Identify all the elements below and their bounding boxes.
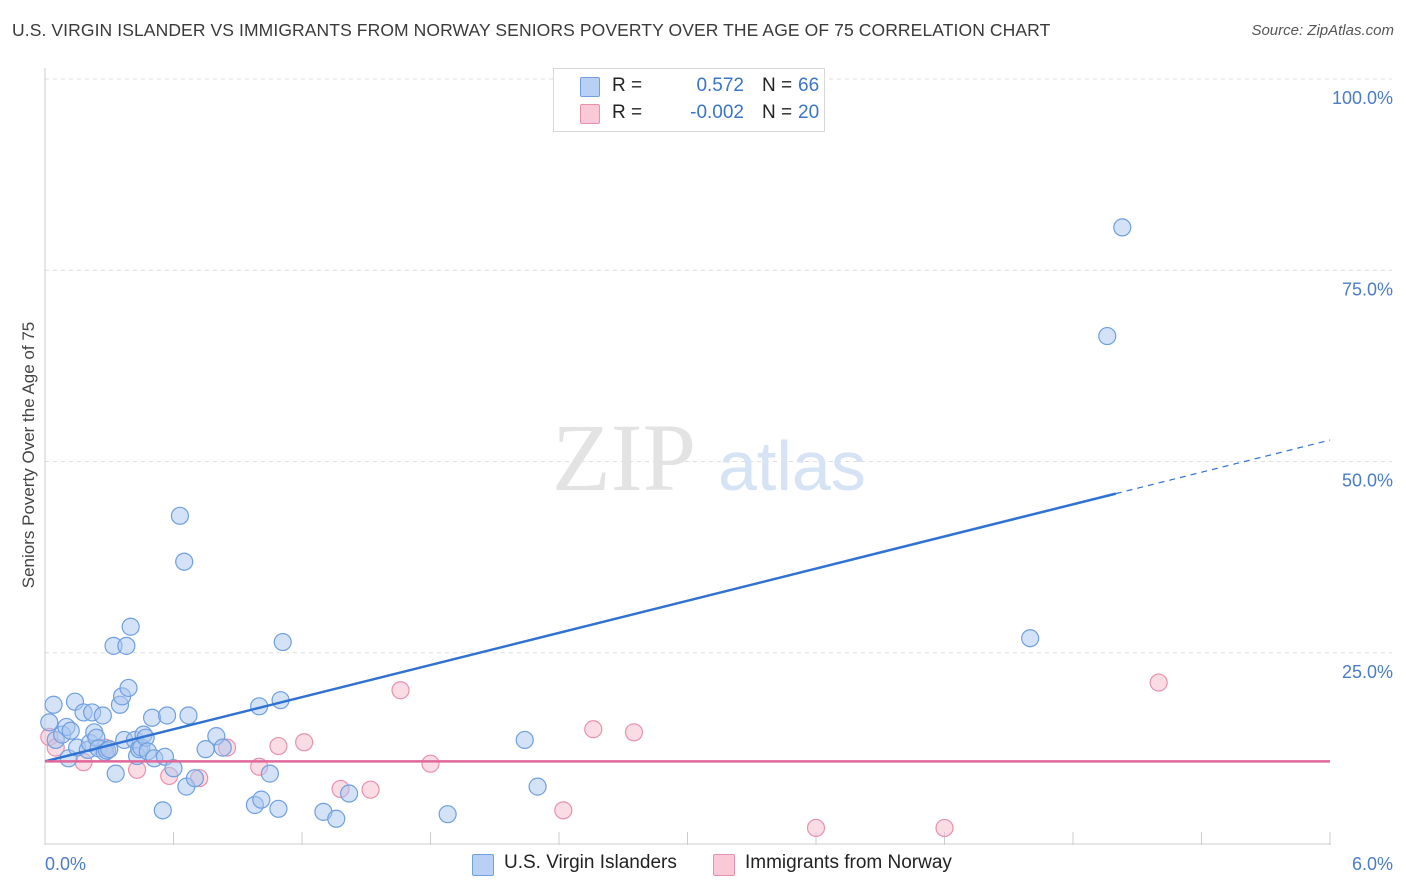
data-point-virgin-islanders [40, 713, 59, 732]
data-point-virgin-islanders [119, 678, 138, 698]
data-point-virgin-islanders [153, 801, 172, 820]
legend-n-value: 66 [798, 75, 820, 96]
data-point-virgin-islanders [106, 764, 125, 783]
legend-n-value: 20 [798, 102, 820, 123]
data-point-norway [361, 780, 380, 799]
legend-r-label: R = [612, 102, 643, 123]
x-tick-label: 6.0% [1352, 854, 1393, 874]
data-point-norway [295, 733, 314, 752]
data-point-norway [391, 681, 410, 700]
series-us-virgin-islanders [40, 218, 1132, 828]
data-point-virgin-islanders [1021, 629, 1040, 648]
data-point-virgin-islanders [269, 799, 288, 818]
data-point-virgin-islanders [170, 506, 190, 525]
data-point-virgin-islanders [327, 809, 346, 828]
data-point-norway [421, 754, 440, 773]
y-tick-label: 100.0% [1332, 88, 1393, 108]
data-point-virgin-islanders [179, 706, 198, 725]
y-axis-label: Seniors Poverty Over the Age of 75 [19, 322, 38, 588]
data-point-virgin-islanders [515, 730, 534, 750]
grid-lines [45, 78, 1392, 654]
x-tick-labels: 0.0% 6.0% [45, 854, 1393, 874]
data-point-virgin-islanders [438, 805, 457, 824]
data-point-virgin-islanders [252, 790, 271, 809]
legend-r-value: 0.572 [696, 75, 744, 96]
legend-r-value: -0.002 [690, 102, 744, 123]
data-point-virgin-islanders [273, 632, 292, 652]
trend-line-extension-virgin-islanders [1115, 439, 1331, 495]
data-point-virgin-islanders [185, 769, 205, 788]
data-point-norway [1149, 673, 1168, 692]
data-point-virgin-islanders [61, 721, 80, 740]
trend-lines [44, 439, 1331, 763]
legend-n-label: N = [762, 102, 793, 123]
y-tick-label: 50.0% [1342, 471, 1393, 491]
data-point-norway [806, 818, 826, 838]
data-point-virgin-islanders [164, 759, 183, 778]
legend-swatch-blue [580, 77, 600, 97]
bottom-legend-label: U.S. Virgin Islanders [504, 852, 677, 873]
data-point-virgin-islanders [157, 706, 177, 725]
data-point-norway [584, 720, 603, 739]
legend-swatch-pink [580, 104, 600, 124]
y-tick-label: 75.0% [1342, 279, 1393, 299]
legend-n-label: N = [762, 75, 793, 96]
data-point-norway [269, 736, 288, 756]
data-point-virgin-islanders [528, 777, 547, 796]
trend-line-virgin-islanders [44, 492, 1117, 763]
data-point-norway [554, 801, 573, 820]
data-point-virgin-islanders [213, 738, 232, 757]
data-point-virgin-islanders [44, 695, 63, 714]
data-point-virgin-islanders [260, 764, 279, 783]
y-tick-labels: 25.0% 50.0% 75.0% 100.0% [1332, 88, 1393, 682]
x-tick-label: 0.0% [45, 854, 86, 874]
watermark-zip: ZIP [552, 404, 696, 511]
bottom-legend-label: Immigrants from Norway [745, 852, 952, 873]
data-point-virgin-islanders [93, 706, 112, 725]
data-point-norway [935, 818, 954, 838]
data-point-virgin-islanders [175, 552, 194, 571]
data-point-virgin-islanders [142, 708, 162, 727]
data-point-virgin-islanders [121, 617, 140, 636]
watermark-atlas: atlas [718, 427, 866, 505]
legend-r-label: R = [612, 75, 643, 96]
data-point-virgin-islanders [1098, 326, 1117, 346]
correlation-legend: R = 0.572 N = 66 R = -0.002 N = 20 [553, 68, 825, 132]
y-tick-label: 25.0% [1342, 662, 1393, 682]
chart-title: U.S. VIRGIN ISLANDER VS IMMIGRANTS FROM … [12, 20, 1051, 40]
data-point-norway [624, 723, 644, 742]
data-point-virgin-islanders [117, 636, 136, 655]
bottom-legend-swatch-blue [472, 854, 494, 876]
data-point-virgin-islanders [340, 784, 359, 803]
watermark: ZIP atlas [552, 404, 866, 511]
bottom-legend-swatch-pink [713, 854, 735, 876]
data-point-virgin-islanders [1113, 218, 1132, 237]
source-label: Source: ZipAtlas.com [1251, 22, 1394, 39]
